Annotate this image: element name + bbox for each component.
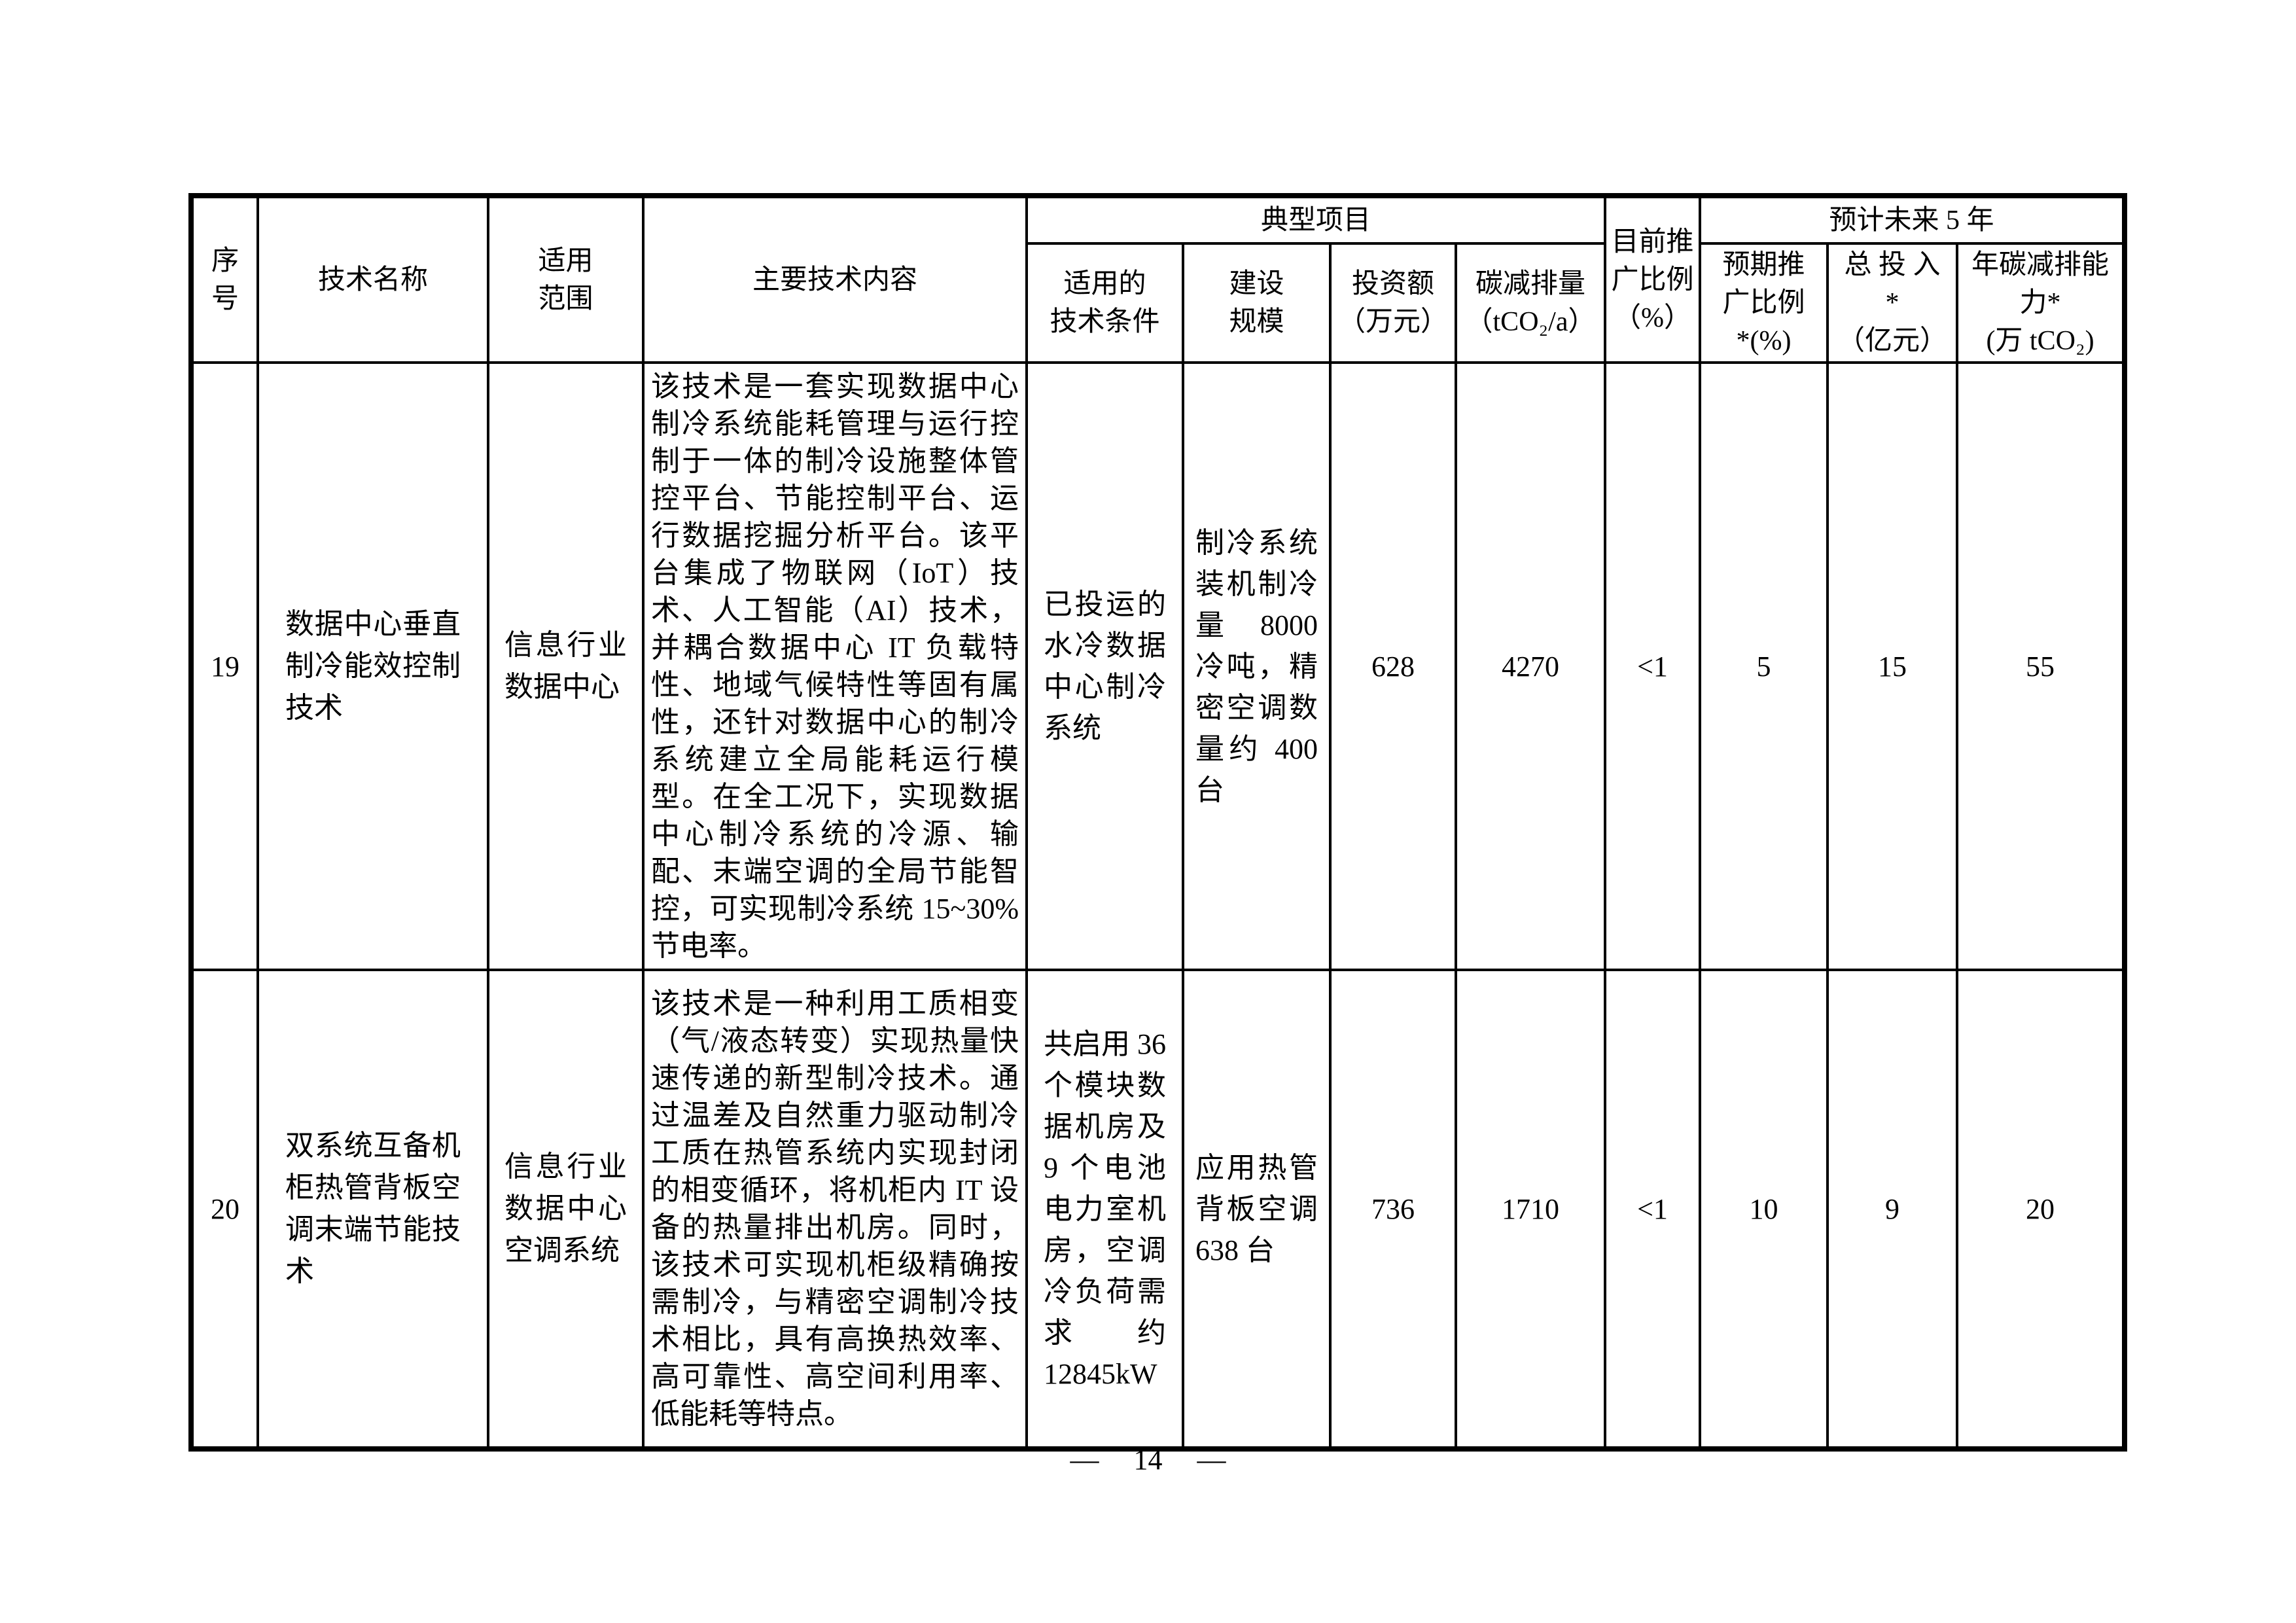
table-row-19: 19 数据中心垂直制冷能效控制技术 信息行业数据中心 该技术是一套实现数据中心制… — [190, 361, 2127, 971]
row19-technology-name: 数据中心垂直制冷能效控制技术 — [256, 361, 489, 971]
row19-carbon-reduction: 4270 — [1454, 361, 1607, 971]
row19-expected-promotion-ratio: 5 — [1699, 361, 1829, 971]
table-row-20: 20 双系统互备机柜热管背板空调末端节能技术 信息行业数据中心空调系统 该技术是… — [190, 969, 2127, 1450]
row19-current-promotion-ratio: <1 — [1604, 361, 1702, 971]
header-total-investment: 总 投 入 * （亿元） — [1826, 242, 1959, 364]
page-number: — 14 — — [1070, 1444, 1226, 1476]
row19-applicable-conditions: 已投运的水冷数据中心制冷系统 — [1025, 361, 1184, 971]
header-expected-promotion-ratio: 预期推 广比例 *(%) — [1699, 242, 1829, 364]
row19-construction-scale: 制冷系统装机制冷量 8000 冷吨，精密空调数量约 400 台 — [1182, 361, 1332, 971]
header-technology-name: 技术名称 — [256, 194, 489, 364]
row19-main-technical-content: 该技术是一套实现数据中心制冷系统能耗管理与运行控制于一体的制冷设施整体管控平台、… — [642, 361, 1028, 971]
header-carbon-reduction: 碳减排量 （tCO₂/a） — [1454, 242, 1607, 364]
header-current-promotion-ratio: 目前推 广比例 （%） — [1604, 194, 1702, 364]
row20-total-investment: 9 — [1826, 969, 1959, 1450]
row19-total-investment: 15 — [1826, 361, 1959, 971]
header-typical-project-group: 典型项目 — [1025, 194, 1607, 245]
header-investment-amount: 投资额 （万元） — [1329, 242, 1457, 364]
technology-table: 序 号 技术名称 适用 范围 主要技术内容 典型项目 目前推 广比例 （%） 预… — [188, 193, 2128, 1452]
row20-serial-number: 20 — [190, 969, 259, 1450]
header-next-5-years-group: 预计未来 5 年 — [1699, 194, 2127, 245]
row20-investment-amount: 736 — [1329, 969, 1457, 1450]
header-applicable-scope: 适用 范围 — [487, 194, 645, 364]
row20-carbon-reduction: 1710 — [1454, 969, 1607, 1450]
row20-technology-name: 双系统互备机柜热管背板空调末端节能技术 — [256, 969, 489, 1450]
header-applicable-conditions: 适用的 技术条件 — [1025, 242, 1184, 364]
row20-applicable-scope: 信息行业数据中心空调系统 — [487, 969, 645, 1450]
header-construction-scale: 建设 规模 — [1182, 242, 1332, 364]
row20-expected-promotion-ratio: 10 — [1699, 969, 1829, 1450]
row19-annual-carbon-capacity: 55 — [1956, 361, 2127, 971]
row20-construction-scale: 应用热管背板空调 638 台 — [1182, 969, 1332, 1450]
row20-main-technical-content: 该技术是一种利用工质相变（气/液态转变）实现热量快速传递的新型制冷技术。通过温差… — [642, 969, 1028, 1450]
row19-investment-amount: 628 — [1329, 361, 1457, 971]
header-main-technical-content: 主要技术内容 — [642, 194, 1028, 364]
row20-current-promotion-ratio: <1 — [1604, 969, 1702, 1450]
row20-annual-carbon-capacity: 20 — [1956, 969, 2127, 1450]
header-serial-number: 序 号 — [190, 194, 259, 364]
header-annual-carbon-capacity: 年碳减排能 力* (万 tCO₂) — [1956, 242, 2127, 364]
row19-applicable-scope: 信息行业数据中心 — [487, 361, 645, 971]
row19-serial-number: 19 — [190, 361, 259, 971]
row20-applicable-conditions: 共启用 36 个模块数据机房及 9 个电池电力室机房，空调冷负荷需求约 1284… — [1025, 969, 1184, 1450]
